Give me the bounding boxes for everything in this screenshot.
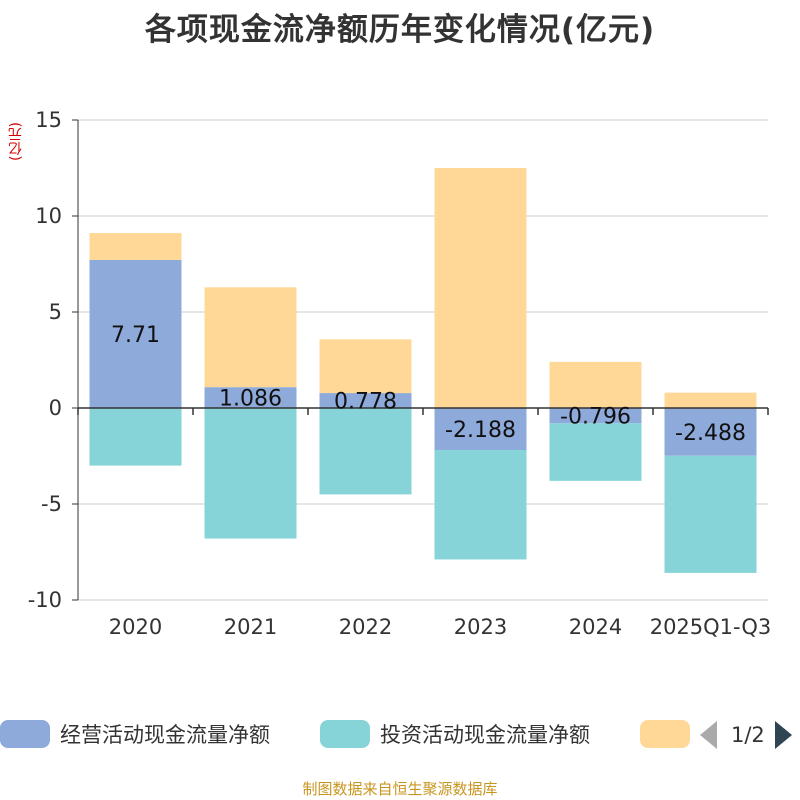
y-tick-label-0: 15 [35,108,62,132]
legend-swatch-investing [320,720,370,748]
chart-title: 各项现金流净额历年变化情况(亿元) [144,12,656,48]
bar-series1-4 [549,423,642,481]
legend-label-operating: 经营活动现金流量净额 [60,723,270,747]
bar-series0-1 [204,387,297,408]
data-source-note: 制图数据来自恒生聚源数据库 [302,780,498,798]
data-label-operating-5: -2.488 [675,421,746,446]
x-tick-label-0: 2020 [109,615,162,639]
bar-series1-3 [434,450,527,560]
page-next-icon[interactable] [774,721,792,749]
stacked-bar-chart: 15 10 5 0 -5 -10 2020 2021 2022 2023 2024 2025Q1-Q3… [28,108,772,639]
y-tick-label-1: 10 [35,204,62,228]
x-tick-label-3: 2023 [454,615,507,639]
bar-series2-4 [549,361,642,408]
bar-series0-3 [434,408,527,451]
bar-series0-2 [319,393,412,408]
data-label-operating-2: 0.778 [334,390,397,415]
legend-item-operating[interactable]: 经营活动现金流量净额 [0,716,270,752]
bar-series1-1 [204,408,297,539]
data-label-operating-1: 1.086 [219,387,282,412]
bar-series2-3 [434,168,527,408]
bar-series0-0 [89,259,182,408]
x-tick-label-2: 2022 [339,615,392,639]
bar-series1-2 [319,408,412,495]
legend: 经营活动现金流量净额 投资活动现金流量净额 1/2 [0,716,800,756]
data-label-operating-4: -0.796 [560,405,631,430]
bar-series2-1 [204,287,297,388]
x-tick-label-1: 2021 [224,615,277,639]
legend-swatch-operating [0,720,50,748]
y-tick-label-2: 5 [49,300,62,324]
page-prev-icon[interactable] [700,721,717,749]
bar-series2-5 [664,392,757,408]
bar-series0-4 [549,408,642,424]
bar-series2-2 [319,339,412,394]
data-label-operating-0: 7.71 [111,323,160,348]
x-tick-label-4: 2024 [569,615,622,639]
bar-series1-5 [664,455,757,573]
legend-swatch-financing [640,720,690,748]
y-tick-label-4: -5 [41,492,62,516]
legend-item-investing[interactable]: 投资活动现金流量净额 [320,716,590,752]
bar-series1-0 [89,408,182,466]
data-label-operating-3: -2.188 [445,418,516,443]
y-tick-label-5: -10 [28,588,62,612]
bar-series2-0 [89,233,182,260]
y-tick-label-3: 0 [49,396,62,420]
legend-pager: 1/2 [700,718,792,752]
bar-series0-5 [664,408,757,456]
legend-item-financing[interactable] [640,716,700,752]
page-indicator: 1/2 [731,723,765,747]
legend-label-investing: 投资活动现金流量净额 [380,723,590,747]
x-tick-label-5: 2025Q1-Q3 [650,615,772,639]
